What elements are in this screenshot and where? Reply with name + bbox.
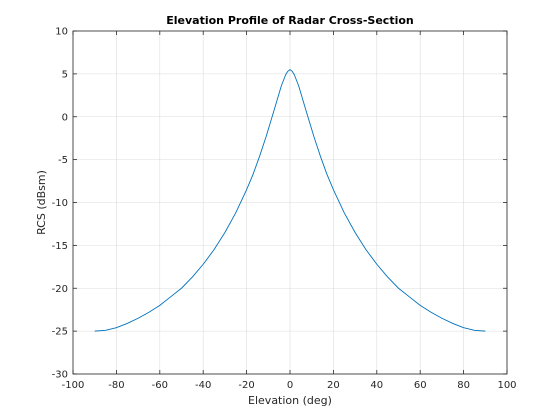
y-tick-label: 0 (62, 112, 68, 123)
x-tick-label: -20 (238, 380, 254, 391)
y-tick-label: -15 (52, 241, 68, 252)
x-tick-label: 60 (414, 380, 427, 391)
x-tick-label: 20 (327, 380, 340, 391)
y-tick-label: -5 (58, 155, 68, 166)
series-line (94, 69, 486, 332)
y-ticks: -30 -25 -20 -15 -10 -5 0 5 10 (52, 27, 507, 381)
x-tick-label: -60 (152, 380, 168, 391)
y-tick-label: 10 (55, 27, 68, 38)
x-tick-label: 80 (457, 380, 470, 391)
x-tick-label: 40 (370, 380, 383, 391)
x-ticks: -100 -80 -60 -40 -20 0 20 40 60 80 100 (62, 31, 517, 391)
x-axis-label: Elevation (deg) (248, 394, 332, 407)
y-tick-label: -25 (52, 327, 68, 338)
series-layer (94, 69, 486, 332)
x-tick-label: -80 (108, 380, 124, 391)
y-tick-label: -30 (52, 370, 68, 381)
x-tick-label: -40 (195, 380, 211, 391)
x-tick-label: 100 (497, 380, 516, 391)
y-tick-label: -20 (52, 284, 68, 295)
y-tick-label: -10 (52, 198, 68, 209)
x-tick-label: -100 (62, 380, 85, 391)
y-tick-label: 5 (62, 69, 68, 80)
chart-title: Elevation Profile of Radar Cross-Section (166, 14, 414, 27)
x-tick-label: 0 (287, 380, 293, 391)
y-axis-label: RCS (dBsm) (35, 170, 48, 235)
